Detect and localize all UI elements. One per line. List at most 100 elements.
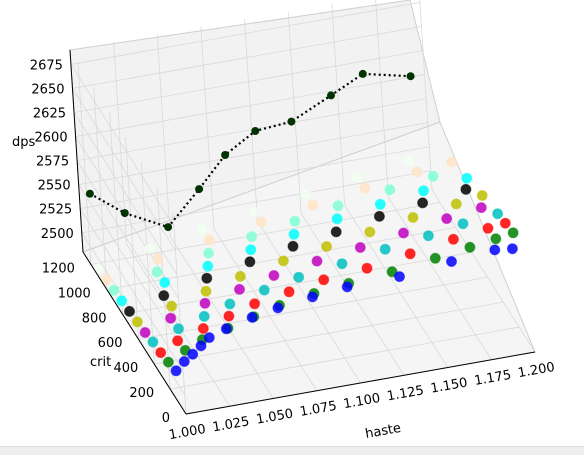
data-point bbox=[441, 213, 453, 225]
data-point bbox=[299, 188, 311, 200]
x-tick-label: 1.100 bbox=[342, 391, 381, 412]
data-point bbox=[92, 263, 104, 275]
data-point bbox=[331, 213, 343, 225]
data-point bbox=[429, 252, 441, 264]
x-gridline bbox=[375, 0, 492, 360]
z-axis-line bbox=[69, 49, 84, 253]
data-point bbox=[447, 233, 459, 245]
path-marker bbox=[85, 189, 94, 198]
data-points bbox=[92, 156, 519, 377]
data-point bbox=[507, 227, 519, 239]
y-tick-label: 1200 bbox=[42, 262, 75, 277]
data-point bbox=[152, 253, 164, 265]
data-point bbox=[307, 291, 318, 303]
data-point bbox=[446, 256, 457, 267]
data-point bbox=[170, 365, 182, 377]
y-tick-label: 0 bbox=[162, 411, 170, 426]
data-point bbox=[311, 255, 323, 267]
path-marker bbox=[221, 151, 230, 159]
data-point bbox=[354, 242, 366, 253]
data-point bbox=[255, 216, 267, 228]
data-point bbox=[499, 217, 511, 229]
z-tick-label: 2650 bbox=[31, 83, 64, 98]
data-point bbox=[172, 335, 184, 347]
x-gridline bbox=[200, 26, 318, 391]
path-marker bbox=[251, 127, 260, 135]
y-axis-line bbox=[82, 251, 187, 415]
dotted-path bbox=[85, 69, 415, 232]
data-point bbox=[460, 183, 472, 195]
data-point bbox=[147, 336, 159, 348]
data-point bbox=[151, 266, 163, 278]
x-gridline bbox=[156, 34, 274, 399]
data-point bbox=[108, 284, 120, 296]
data-point bbox=[198, 310, 210, 322]
data-point bbox=[364, 226, 376, 238]
data-point bbox=[446, 156, 458, 168]
data-point bbox=[373, 210, 385, 222]
data-point bbox=[403, 156, 415, 167]
data-point bbox=[374, 198, 386, 210]
data-point bbox=[202, 260, 214, 272]
x-gridline bbox=[331, 3, 449, 368]
data-point bbox=[332, 200, 344, 212]
data-point bbox=[398, 227, 409, 239]
data-point bbox=[196, 224, 208, 235]
z-tick-label: 2525 bbox=[39, 203, 72, 218]
data-point bbox=[379, 243, 391, 255]
z-tick-label: 2500 bbox=[41, 227, 74, 242]
data-point bbox=[144, 242, 156, 254]
path-marker bbox=[164, 223, 173, 232]
data-point bbox=[204, 234, 215, 246]
data-point bbox=[272, 302, 284, 314]
path-line bbox=[89, 72, 411, 229]
data-point bbox=[131, 316, 143, 328]
data-point bbox=[411, 166, 423, 178]
data-point bbox=[223, 310, 235, 322]
x-tick-label: 1.125 bbox=[386, 383, 425, 404]
data-point bbox=[187, 348, 199, 360]
data-point bbox=[489, 244, 501, 256]
data-point bbox=[246, 311, 258, 323]
data-point bbox=[307, 199, 319, 211]
y-tick-label: 800 bbox=[82, 311, 107, 326]
data-point bbox=[361, 262, 373, 274]
data-point bbox=[159, 277, 171, 288]
path-marker bbox=[358, 69, 367, 78]
x-tick-label: 1.075 bbox=[299, 399, 338, 420]
data-point bbox=[220, 323, 232, 335]
data-point bbox=[234, 270, 246, 282]
data-point bbox=[394, 271, 405, 283]
data-point bbox=[407, 212, 419, 223]
x-gridline bbox=[419, 0, 536, 353]
data-point bbox=[268, 270, 280, 281]
data-point bbox=[178, 356, 190, 367]
data-point bbox=[124, 305, 135, 317]
x-tick-label: 1.000 bbox=[168, 422, 207, 443]
data-point bbox=[427, 170, 439, 182]
data-point bbox=[351, 172, 363, 183]
z-tick-labels: 2500 2525 2550 2575 2600 2625 2650 2675 bbox=[30, 58, 74, 241]
data-point bbox=[359, 182, 371, 194]
data-point bbox=[201, 272, 213, 284]
data-point bbox=[330, 226, 342, 238]
data-point bbox=[418, 185, 429, 197]
data-point bbox=[341, 281, 353, 293]
path-marker bbox=[195, 185, 204, 194]
data-point bbox=[476, 190, 488, 201]
z-tick-label: 2600 bbox=[35, 131, 68, 146]
y-tick-labels: 0 200 400 600 800 1000 1200 bbox=[42, 262, 170, 427]
data-point bbox=[162, 356, 174, 368]
data-point bbox=[417, 197, 429, 209]
z-tick-label: 2550 bbox=[38, 179, 71, 194]
z-tick-label: 2625 bbox=[33, 107, 66, 122]
path-marker bbox=[406, 72, 415, 81]
data-point bbox=[249, 298, 261, 310]
path-marker bbox=[327, 91, 335, 100]
data-point bbox=[464, 241, 476, 253]
data-point bbox=[506, 243, 518, 255]
data-point bbox=[384, 184, 396, 196]
z-tick-label: 2575 bbox=[36, 155, 69, 170]
data-point bbox=[490, 233, 502, 245]
